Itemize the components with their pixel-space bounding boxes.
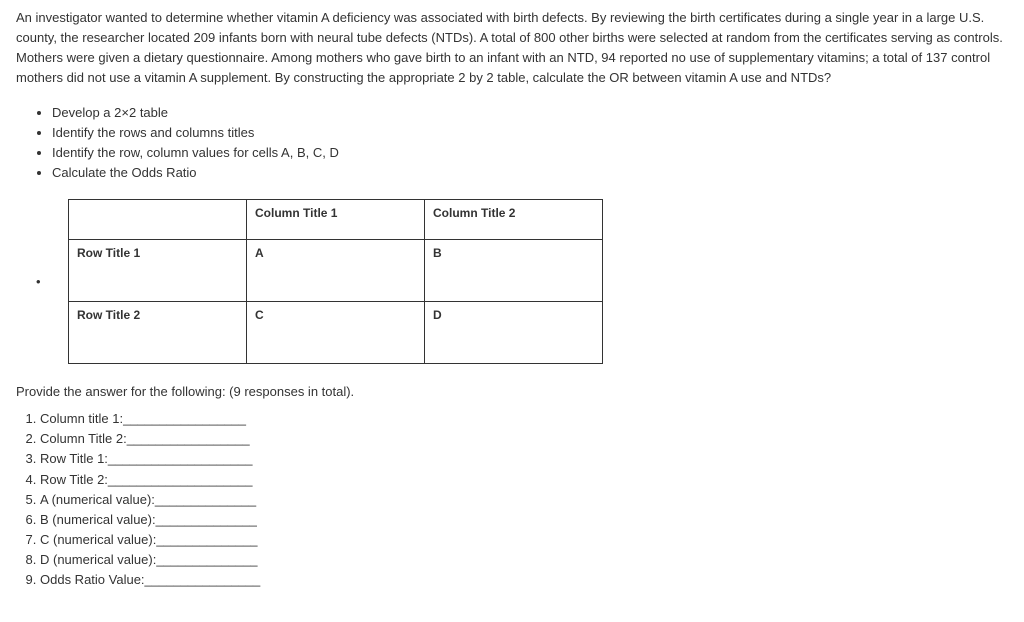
- cell-b: B: [425, 240, 603, 302]
- answer-list: Column title 1:_________________ Column …: [16, 409, 1008, 590]
- two-by-two-table-section: • Column Title 1 Column Title 2 Row Titl…: [16, 199, 1008, 364]
- answer-item-3: Row Title 1:____________________: [40, 449, 1008, 469]
- answer-item-1: Column title 1:_________________: [40, 409, 1008, 429]
- bullet-item: Calculate the Odds Ratio: [52, 163, 1008, 183]
- bullet-item: Identify the rows and columns titles: [52, 123, 1008, 143]
- answer-item-5: A (numerical value):______________: [40, 490, 1008, 510]
- answer-item-8: D (numerical value):______________: [40, 550, 1008, 570]
- answer-item-9: Odds Ratio Value:________________: [40, 570, 1008, 590]
- answer-item-6: B (numerical value):______________: [40, 510, 1008, 530]
- answer-item-7: C (numerical value):______________: [40, 530, 1008, 550]
- bullet-item: Identify the row, column values for cell…: [52, 143, 1008, 163]
- answer-item-2: Column Title 2:_________________: [40, 429, 1008, 449]
- table-bullet-marker: •: [16, 274, 44, 289]
- two-by-two-table: Column Title 1 Column Title 2 Row Title …: [68, 199, 603, 364]
- cell-d: D: [425, 302, 603, 364]
- cell-a: A: [247, 240, 425, 302]
- bullet-item: Develop a 2×2 table: [52, 103, 1008, 123]
- row-title-2-header: Row Title 2: [69, 302, 247, 364]
- provide-instructions: Provide the answer for the following: (9…: [16, 384, 1008, 399]
- task-bullet-list: Develop a 2×2 table Identify the rows an…: [16, 103, 1008, 184]
- table-corner-cell: [69, 200, 247, 240]
- cell-c: C: [247, 302, 425, 364]
- column-title-1-header: Column Title 1: [247, 200, 425, 240]
- question-page: An investigator wanted to determine whet…: [0, 0, 1024, 606]
- column-title-2-header: Column Title 2: [425, 200, 603, 240]
- row-title-1-header: Row Title 1: [69, 240, 247, 302]
- intro-paragraph: An investigator wanted to determine whet…: [16, 8, 1008, 89]
- answer-item-4: Row Title 2:____________________: [40, 470, 1008, 490]
